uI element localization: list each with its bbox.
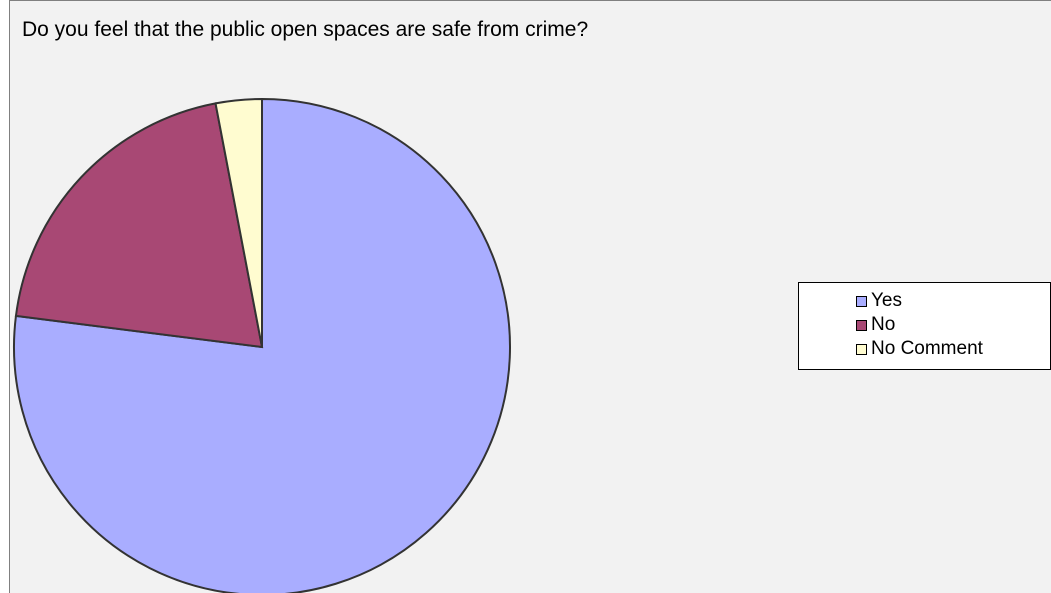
legend-item-yes: Yes	[799, 289, 1050, 313]
chart-legend: Yes No No Comment	[798, 282, 1051, 370]
chart-title: Do you feel that the public open spaces …	[22, 18, 589, 41]
legend-item-no: No	[799, 313, 1050, 337]
legend-label-no: No	[871, 314, 896, 335]
pie-slice-no-comment	[214, 97, 263, 348]
legend-label-yes: Yes	[871, 290, 902, 311]
legend-swatch-no	[856, 320, 867, 331]
pie-slice-no	[14, 102, 264, 349]
legend-item-no-comment: No Comment	[799, 337, 1050, 361]
legend-label-no-comment: No Comment	[871, 338, 983, 359]
legend-swatch-yes	[856, 296, 867, 307]
legend-swatch-no-comment	[856, 344, 867, 355]
